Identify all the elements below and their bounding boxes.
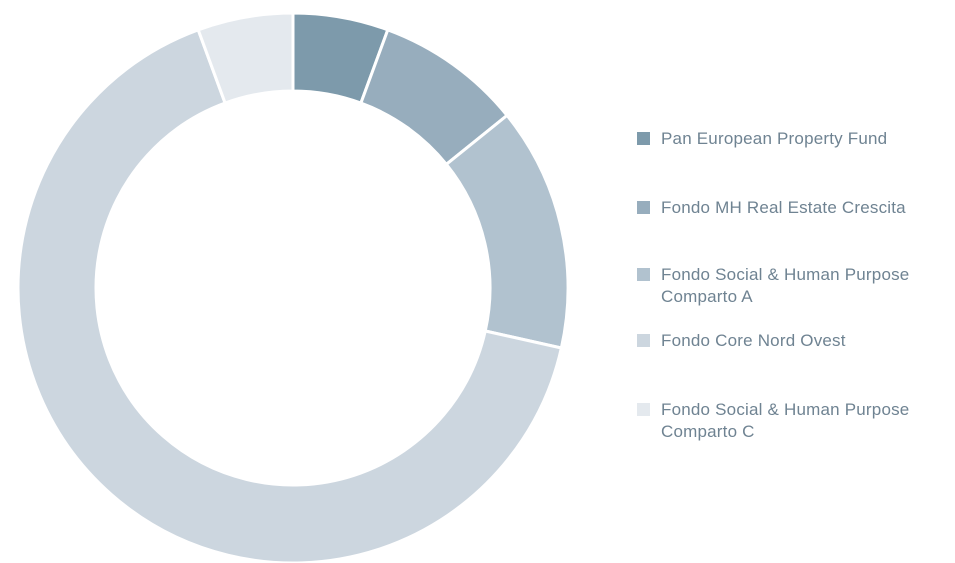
legend-label: Pan European Property Fund: [661, 129, 888, 148]
legend-label: Fondo Social & Human Purpose Comparto C: [661, 400, 910, 441]
legend-item: Fondo MH Real Estate Crescita: [637, 197, 951, 219]
legend-item: Fondo Social & Human Purpose Comparto C: [637, 399, 951, 443]
legend-label: Fondo MH Real Estate Crescita: [661, 198, 906, 217]
legend-item: Fondo Social & Human Purpose Comparto A: [637, 264, 951, 308]
chart: [16, 11, 570, 563]
donut-slice: [196, 11, 295, 105]
donut-slice: [444, 113, 570, 350]
legend-item: Pan European Property Fund: [637, 128, 951, 150]
legend-swatch: [637, 201, 650, 214]
legend-item: Fondo Core Nord Ovest: [637, 330, 951, 352]
donut-slice: [16, 27, 564, 563]
legend-swatch: [637, 268, 650, 281]
legend-swatch: [637, 132, 650, 145]
legend-swatch: [637, 403, 650, 416]
legend-label: Fondo Core Nord Ovest: [661, 331, 846, 350]
legend-label: Fondo Social & Human Purpose Comparto A: [661, 265, 910, 306]
legend-swatch: [637, 334, 650, 347]
